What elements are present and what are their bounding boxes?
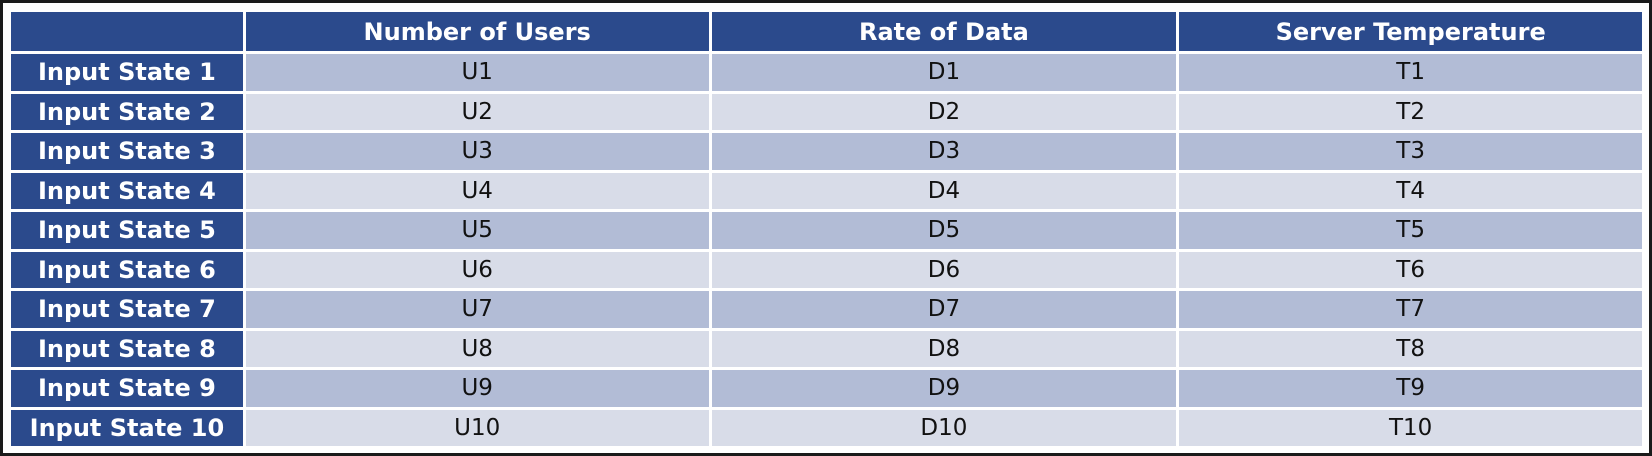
cell-data-rate: D10 [711,409,1177,446]
data-table: Number of Users Rate of Data Server Temp… [8,9,1645,449]
cell-users: U5 [245,212,709,249]
cell-server-temperature: T10 [1179,409,1642,446]
table-row: Input State 3 U3 D3 T3 [11,133,1642,170]
row-header: Input State 9 [11,370,243,407]
cell-server-temperature: T2 [1179,93,1642,130]
row-header: Input State 2 [11,93,243,130]
cell-users: U9 [245,370,709,407]
row-header: Input State 1 [11,54,243,91]
cell-users: U3 [245,133,709,170]
cell-users: U2 [245,93,709,130]
corner-cell [11,12,243,51]
cell-users: U6 [245,251,709,288]
table-row: Input State 5 U5 D5 T5 [11,212,1642,249]
cell-data-rate: D7 [711,291,1177,328]
row-header: Input State 10 [11,409,243,446]
cell-server-temperature: T6 [1179,251,1642,288]
cell-data-rate: D3 [711,133,1177,170]
cell-data-rate: D6 [711,251,1177,288]
header-row: Number of Users Rate of Data Server Temp… [11,12,1642,51]
row-header: Input State 3 [11,133,243,170]
column-header-users: Number of Users [245,12,709,51]
table-row: Input State 1 U1 D1 T1 [11,54,1642,91]
row-header: Input State 8 [11,330,243,367]
cell-server-temperature: T8 [1179,330,1642,367]
column-header-server-temperature: Server Temperature [1179,12,1642,51]
cell-data-rate: D9 [711,370,1177,407]
cell-data-rate: D8 [711,330,1177,367]
row-header: Input State 7 [11,291,243,328]
table-row: Input State 4 U4 D4 T4 [11,172,1642,209]
table-row: Input State 10 U10 D10 T10 [11,409,1642,446]
table-row: Input State 6 U6 D6 T6 [11,251,1642,288]
cell-users: U8 [245,330,709,367]
cell-server-temperature: T9 [1179,370,1642,407]
cell-data-rate: D4 [711,172,1177,209]
cell-server-temperature: T1 [1179,54,1642,91]
cell-data-rate: D1 [711,54,1177,91]
cell-server-temperature: T5 [1179,212,1642,249]
table-row: Input State 9 U9 D9 T9 [11,370,1642,407]
table-row: Input State 7 U7 D7 T7 [11,291,1642,328]
cell-users: U1 [245,54,709,91]
cell-server-temperature: T7 [1179,291,1642,328]
table-row: Input State 2 U2 D2 T2 [11,93,1642,130]
row-header: Input State 6 [11,251,243,288]
cell-server-temperature: T3 [1179,133,1642,170]
column-header-data-rate: Rate of Data [711,12,1177,51]
cell-data-rate: D2 [711,93,1177,130]
cell-data-rate: D5 [711,212,1177,249]
cell-users: U4 [245,172,709,209]
cell-users: U10 [245,409,709,446]
row-header: Input State 5 [11,212,243,249]
table-row: Input State 8 U8 D8 T8 [11,330,1642,367]
cell-users: U7 [245,291,709,328]
cell-server-temperature: T4 [1179,172,1642,209]
row-header: Input State 4 [11,172,243,209]
